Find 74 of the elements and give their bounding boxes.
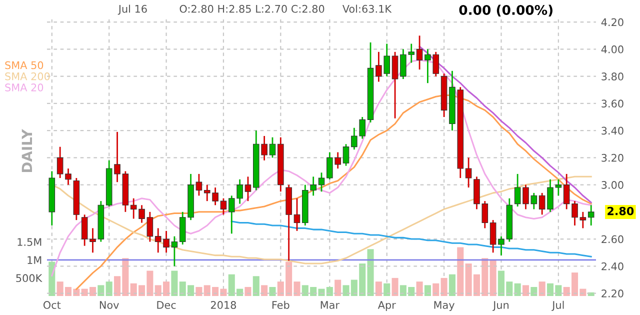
bar <box>514 283 521 296</box>
bar <box>261 285 268 296</box>
bar <box>334 280 342 296</box>
x-tick-label: Dec <box>157 301 176 309</box>
bar <box>522 285 530 296</box>
bar <box>375 282 382 296</box>
y-tick-label: 2.20 <box>602 290 624 298</box>
line-series <box>76 94 592 290</box>
y-tick-label: 3.20 <box>602 154 624 162</box>
text: 2.80 <box>608 206 634 216</box>
bar <box>490 260 496 296</box>
bar <box>538 282 546 296</box>
candlestick <box>220 198 227 216</box>
candlestick <box>294 198 300 232</box>
text: Vol:63.1K <box>342 4 392 13</box>
candlestick <box>465 156 472 188</box>
y-tick-label: 4.00 <box>601 45 624 54</box>
line-series <box>230 220 592 258</box>
y-tick-label: 3.00 <box>602 181 624 189</box>
candlestick <box>196 173 202 196</box>
bar <box>530 286 538 296</box>
bar <box>392 278 398 296</box>
candlestick <box>490 219 496 254</box>
bar <box>252 276 260 296</box>
text: Jul 16 <box>118 4 147 15</box>
y-tick-label: 3.60 <box>602 100 624 108</box>
bar <box>244 286 252 296</box>
bar <box>424 285 431 296</box>
x-tick-label: Mar <box>320 301 340 309</box>
candlestick <box>318 172 325 192</box>
bar <box>171 270 178 296</box>
bar <box>457 247 464 296</box>
bar <box>448 274 456 296</box>
y-tick-label: 2.40 <box>602 262 624 270</box>
x-tick-label: May <box>434 301 454 311</box>
candlestick <box>588 204 594 226</box>
candlestick <box>146 211 154 242</box>
bar <box>196 286 202 296</box>
bar <box>367 249 374 296</box>
y-tick-label: 3.40 <box>602 126 624 135</box>
y2-tick-label: 1.5M <box>18 238 42 246</box>
x-tick-label: Jun <box>492 301 508 311</box>
candlestick <box>342 143 350 167</box>
text: SMA 20 <box>5 84 44 92</box>
y2-tick-label: 500K <box>16 274 42 282</box>
text: SMA 200 <box>5 72 50 80</box>
bar <box>98 285 104 296</box>
y2-tick-label: 1M <box>28 256 42 264</box>
candlestick <box>392 51 398 120</box>
candlestick <box>269 136 276 158</box>
text: O:2.80 H:2.85 L:2.70 C:2.80 <box>180 4 324 13</box>
y-tick-label: 4.20 <box>601 18 624 26</box>
candlestick <box>244 176 252 202</box>
x-tick-label: Feb <box>272 300 290 309</box>
text: 0.00 (0.00%) <box>459 4 552 16</box>
x-tick-label: Apr <box>378 301 396 311</box>
candlestick <box>416 34 423 70</box>
x-tick-label: Jul <box>552 300 564 311</box>
candlestick <box>171 236 178 267</box>
bar <box>106 282 112 296</box>
y-tick-label: 3.80 <box>602 72 624 80</box>
text: SMA 50 <box>5 61 44 70</box>
x-tick-label: 2018 <box>210 301 236 309</box>
bar <box>384 283 390 296</box>
bar <box>432 283 440 296</box>
bar <box>48 262 56 296</box>
line-series <box>418 46 592 204</box>
bar <box>269 286 276 296</box>
x-tick-label: Nov <box>100 301 119 309</box>
x-tick-label: Oct <box>43 301 61 309</box>
bar <box>440 278 448 296</box>
text: DAILY <box>22 128 32 172</box>
bar <box>416 282 423 296</box>
y-tick-label: 2.60 <box>602 235 624 244</box>
